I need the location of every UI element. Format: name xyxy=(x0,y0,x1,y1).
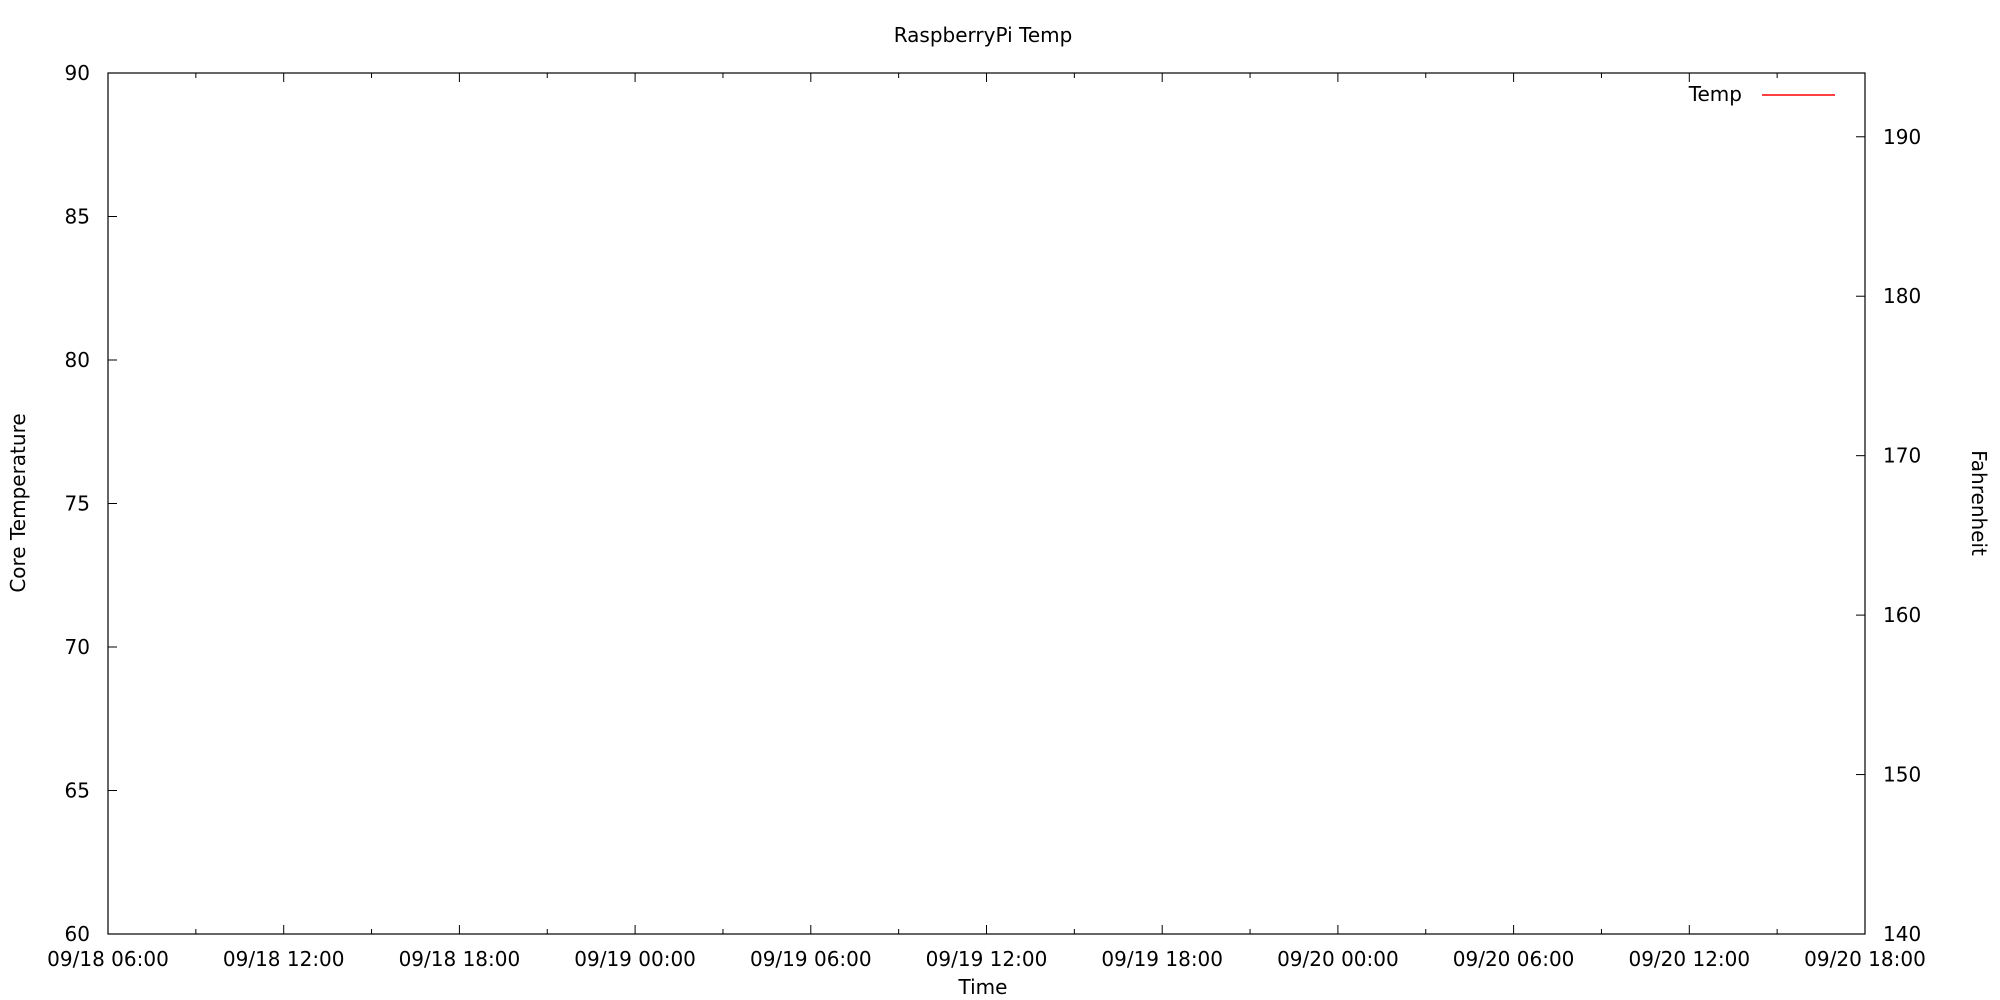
y-axis-ticks: 60 65 70 75 80 85 90 xyxy=(65,61,117,946)
y-tick-label: 90 xyxy=(65,61,90,85)
y-tick-label: 70 xyxy=(65,635,90,659)
y-axis-label: Core Temperature xyxy=(6,413,30,592)
x-tick-label: 09/18 18:00 xyxy=(399,947,521,971)
y2-tick-label: 160 xyxy=(1883,603,1921,627)
x-axis-ticks: 09/18 06:00 09/18 12:00 09/18 18:00 09/19 0… xyxy=(47,73,1926,971)
x-tick-label: 09/19 12:00 xyxy=(926,947,1048,971)
y-tick-label: 75 xyxy=(65,492,90,516)
x-tick-label: 09/19 06:00 xyxy=(750,947,872,971)
x-tick-label: 09/19 18:00 xyxy=(1101,947,1223,971)
y-tick-label: 60 xyxy=(65,922,90,946)
y2-tick-label: 190 xyxy=(1883,125,1921,149)
chart-title: RaspberryPi Temp xyxy=(894,23,1073,47)
y-tick-label: 65 xyxy=(65,779,90,803)
y2-axis-ticks: 140 150 160 170 180 190 xyxy=(1856,125,1921,946)
y2-tick-label: 170 xyxy=(1883,444,1921,468)
x-tick-label: 09/18 06:00 xyxy=(47,947,169,971)
x-tick-label: 09/18 12:00 xyxy=(223,947,345,971)
legend: Temp xyxy=(1688,82,1835,106)
legend-label-temp: Temp xyxy=(1688,82,1742,106)
y2-tick-label: 140 xyxy=(1883,922,1921,946)
y2-tick-label: 180 xyxy=(1883,284,1921,308)
x-tick-label: 09/19 00:00 xyxy=(574,947,696,971)
x-tick-label: 09/20 06:00 xyxy=(1453,947,1575,971)
x-tick-label: 09/20 00:00 xyxy=(1277,947,1399,971)
x-axis-label: Time xyxy=(958,975,1008,999)
y-tick-label: 80 xyxy=(65,348,90,372)
x-tick-label: 09/20 18:00 xyxy=(1804,947,1926,971)
y-tick-label: 85 xyxy=(65,205,90,229)
x-tick-label: 09/20 12:00 xyxy=(1628,947,1750,971)
y2-tick-label: 150 xyxy=(1883,763,1921,787)
y2-axis-label: Fahrenheit xyxy=(1967,450,1991,556)
